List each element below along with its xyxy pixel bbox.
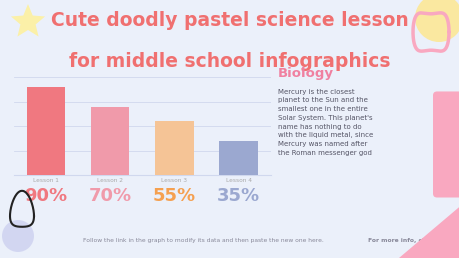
Text: 70%: 70% <box>89 187 132 205</box>
Text: Cute doodly pastel science lesson: Cute doodly pastel science lesson <box>50 11 409 30</box>
Text: 55%: 55% <box>153 187 196 205</box>
Text: for middle school infographics: for middle school infographics <box>69 52 390 71</box>
Polygon shape <box>11 4 45 37</box>
FancyBboxPatch shape <box>433 91 459 198</box>
Bar <box>91 107 129 175</box>
Text: Mercury is the closest
planet to the Sun and the
smallest one in the entire
Sola: Mercury is the closest planet to the Sun… <box>278 88 373 156</box>
Circle shape <box>415 0 459 42</box>
Circle shape <box>2 220 34 252</box>
Bar <box>27 87 65 175</box>
Text: 90%: 90% <box>24 187 67 205</box>
Text: 35%: 35% <box>217 187 260 205</box>
Bar <box>155 121 194 175</box>
Text: Biology: Biology <box>278 67 334 80</box>
Polygon shape <box>399 203 459 258</box>
Bar <box>219 141 258 175</box>
Text: For more info, click here: For more info, click here <box>366 238 452 243</box>
Text: Follow the link in the graph to modify its data and then paste the new one here.: Follow the link in the graph to modify i… <box>83 238 324 243</box>
